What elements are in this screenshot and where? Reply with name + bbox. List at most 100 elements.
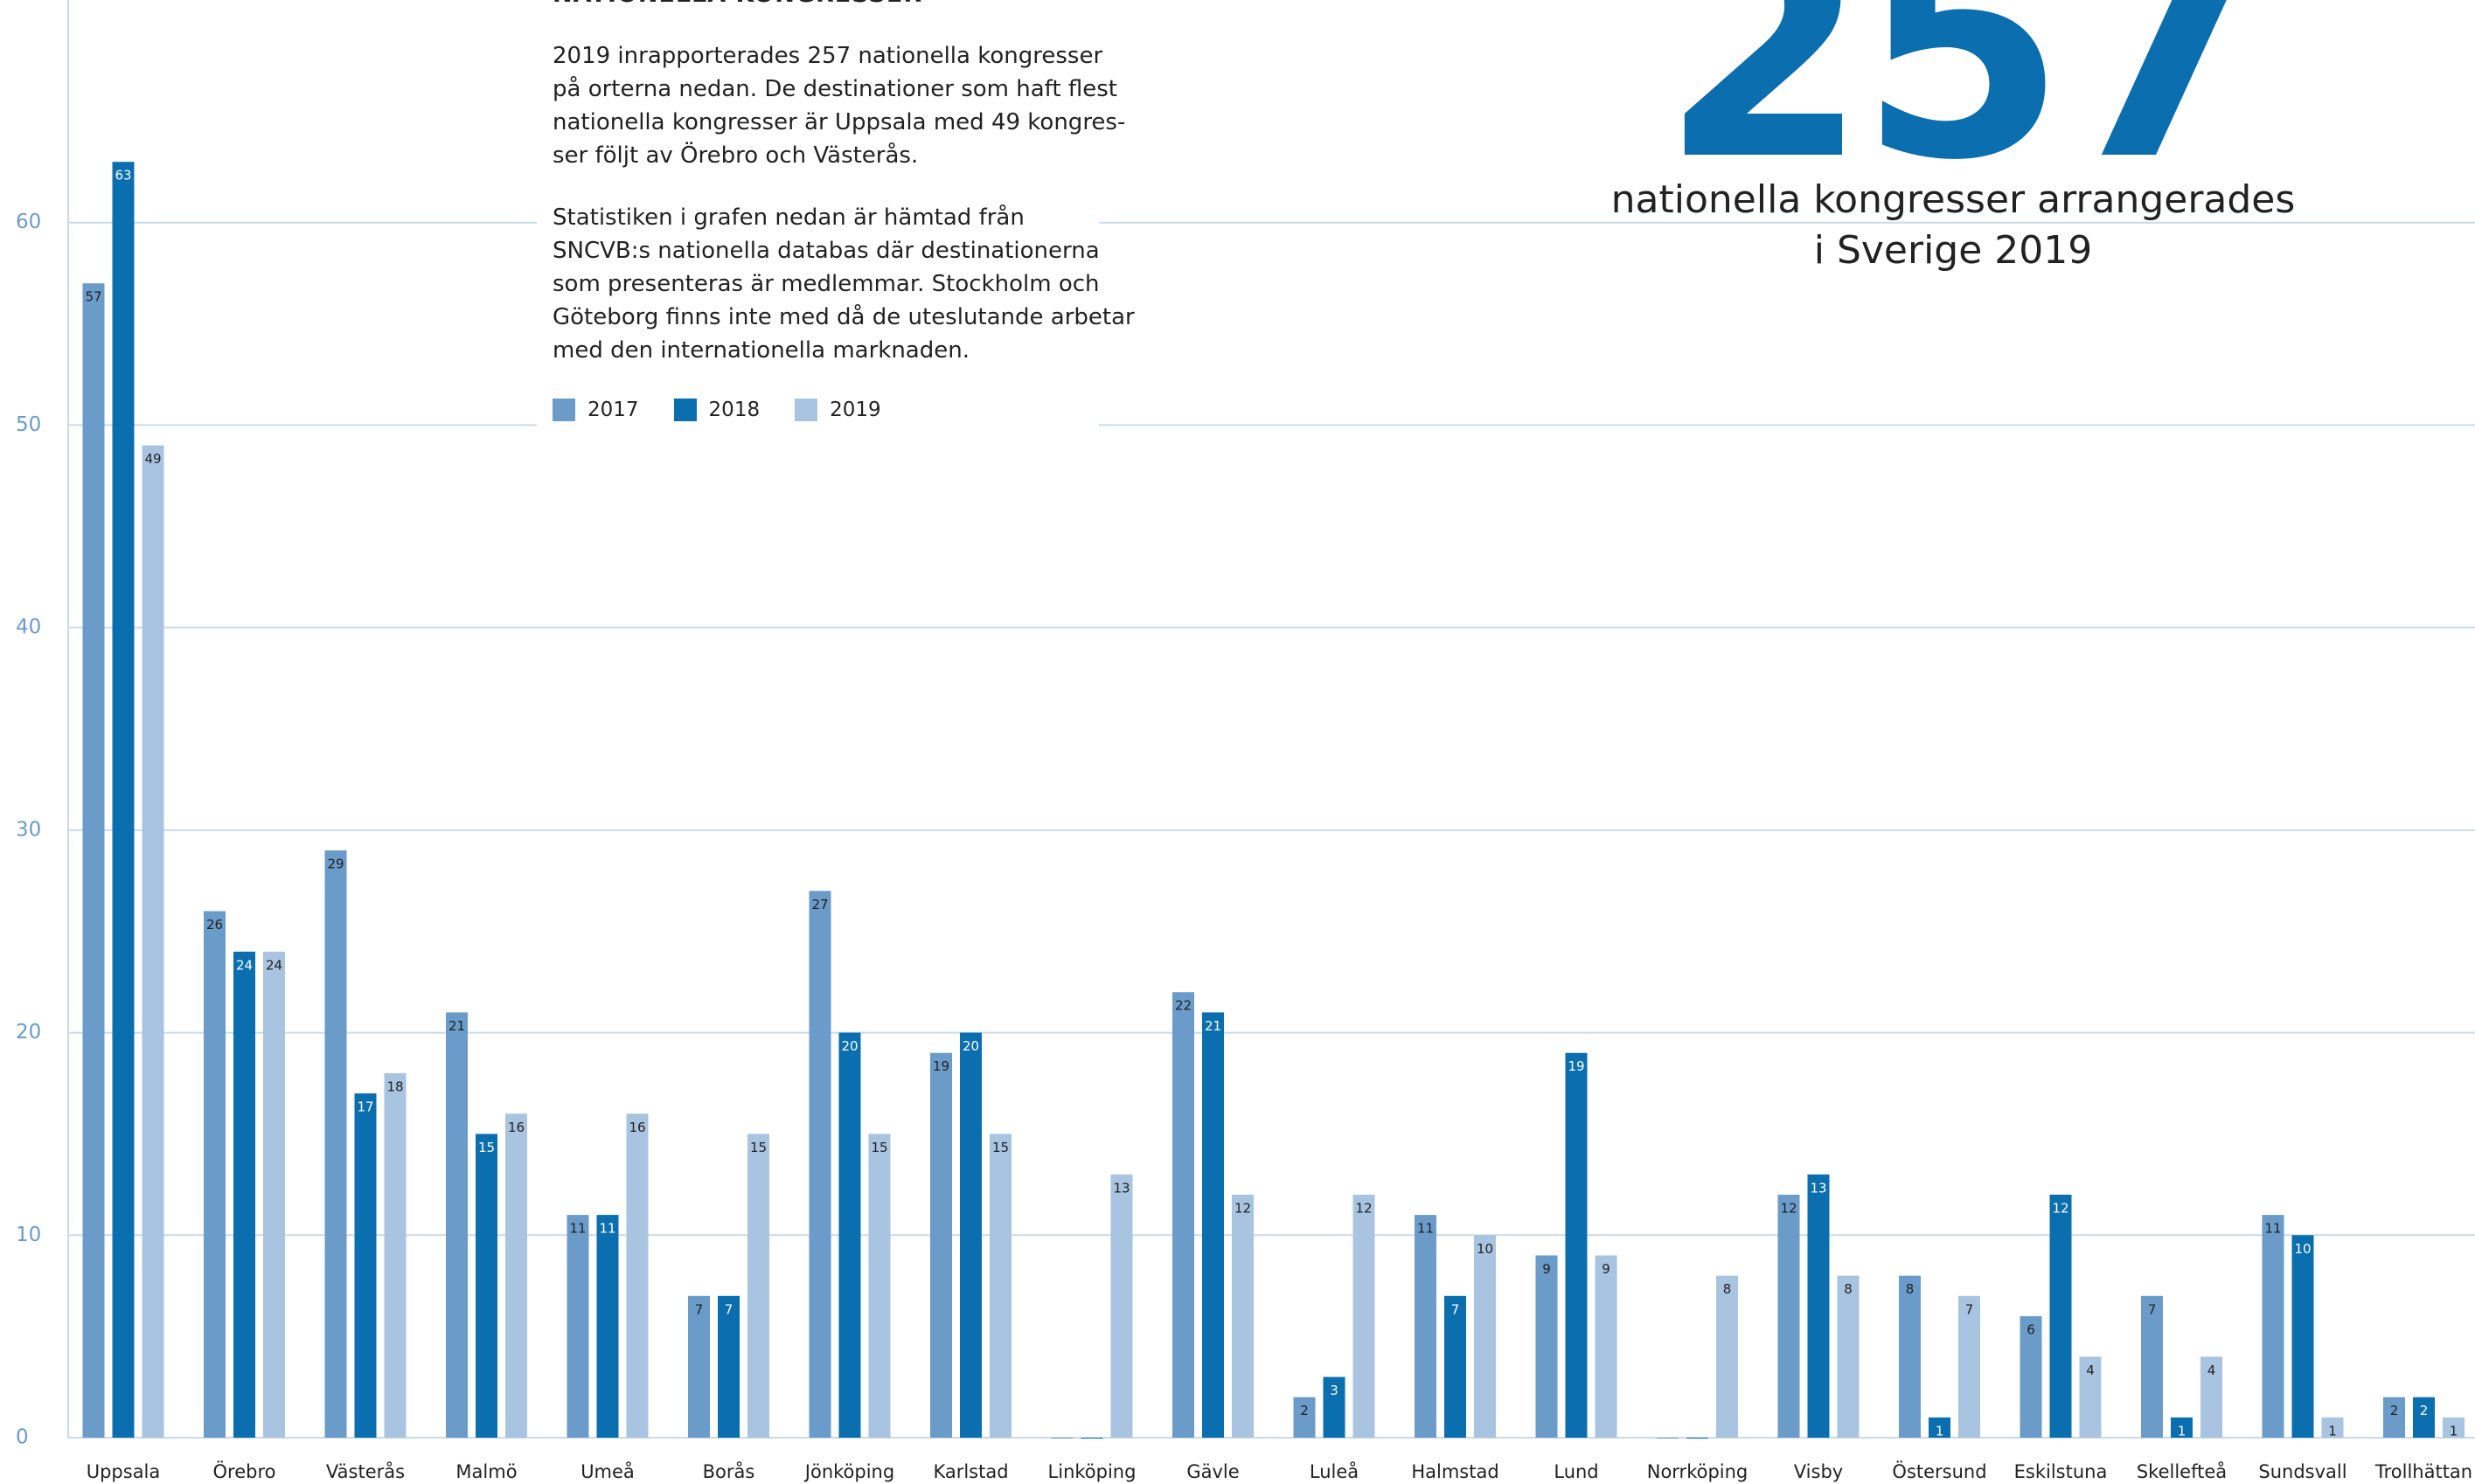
legend-label: 2018	[708, 399, 761, 421]
data-label: 2	[2390, 1403, 2399, 1418]
bar	[476, 1134, 497, 1438]
data-label: 24	[266, 957, 282, 973]
x-tick-label: Halmstad	[1411, 1461, 1498, 1482]
x-tick-label: Örebro	[213, 1460, 276, 1482]
bar	[2262, 1215, 2284, 1438]
bar	[718, 1295, 740, 1438]
paragraph-line: Statistiken i grafen nedan är hämtad frå…	[553, 205, 1025, 231]
bar	[2049, 1194, 2072, 1438]
text-box: NATIONELLA KONGRESSER 2019 inrapporterad…	[537, 0, 1135, 428]
bar	[990, 1134, 1012, 1438]
legend-label: 2019	[830, 399, 881, 421]
y-tick-label: 0	[16, 1426, 29, 1449]
bar	[1929, 1417, 1950, 1438]
bar	[1415, 1215, 1436, 1438]
x-tick-label: Lund	[1554, 1461, 1598, 1482]
y-tick-label: 50	[16, 413, 41, 436]
bar	[505, 1113, 527, 1438]
x-tick-label: Sundsvall	[2258, 1461, 2346, 1482]
paragraph: 2019 inrapporterades 257 nationella kong…	[553, 39, 1125, 172]
bar	[384, 1072, 407, 1438]
bar	[930, 1052, 952, 1438]
heading: NATIONELLA KONGRESSER	[553, 0, 922, 8]
data-label: 24	[236, 957, 253, 973]
legend-entry: 2018	[673, 399, 761, 421]
bar	[2171, 1417, 2193, 1438]
y-tick-label: 60	[16, 211, 41, 233]
caption-line: i Sverige 2019	[1813, 228, 2093, 273]
paragraph: Statistiken i grafen nedan är hämtad frå…	[553, 201, 1135, 367]
x-tick-label: Umeå	[581, 1460, 635, 1482]
bar	[1807, 1174, 1830, 1438]
data-label: 20	[841, 1038, 858, 1054]
bar	[1657, 1438, 1679, 1439]
bar	[596, 1215, 619, 1438]
x-tick-label: Borås	[703, 1460, 755, 1482]
x-tick-label: Gävle	[1186, 1461, 1239, 1482]
data-label: 7	[1451, 1301, 1460, 1317]
bar	[354, 1093, 377, 1438]
data-label: 2	[2420, 1403, 2429, 1418]
x-tick-label: Norrköping	[1647, 1461, 1748, 1482]
highlight-caption: nationella kongresser arrangerades i Sver…	[1516, 175, 2390, 276]
highlight-number: 257	[1661, 0, 2264, 225]
x-tick-label: Västerås	[326, 1460, 405, 1482]
bar	[142, 445, 164, 1439]
bar	[82, 283, 105, 1439]
data-label: 7	[695, 1301, 704, 1317]
data-label: 1	[2178, 1423, 2186, 1439]
bar	[2443, 1417, 2465, 1438]
bar	[1293, 1397, 1316, 1438]
data-label: 12	[1234, 1200, 1251, 1216]
data-label: 29	[327, 856, 344, 872]
bar	[2079, 1356, 2102, 1438]
bar	[1110, 1174, 1133, 1438]
data-label: 11	[599, 1221, 615, 1237]
data-label: 6	[2027, 1321, 2035, 1337]
x-tick-label: Eskilstuna	[2014, 1461, 2108, 1482]
y-tick-label: 10	[16, 1224, 41, 1246]
legend-swatch	[673, 399, 697, 421]
data-label: 11	[1417, 1221, 1434, 1237]
x-tick-label: Uppsala	[87, 1461, 161, 1482]
bar	[1958, 1295, 1980, 1438]
bar	[263, 951, 285, 1438]
paragraph-line: 2019 inrapporterades 257 nationella kong…	[553, 43, 1103, 69]
bar	[1899, 1275, 1921, 1438]
bar	[960, 1032, 982, 1438]
paragraph-line: med den internationella marknaden.	[553, 337, 970, 364]
x-tick-label: Skellefteå	[2137, 1460, 2227, 1482]
bar	[747, 1134, 769, 1438]
data-label: 10	[2294, 1241, 2311, 1257]
bar	[1172, 992, 1194, 1438]
data-label: 20	[963, 1038, 979, 1054]
bar	[2383, 1397, 2405, 1438]
paragraph-line: ser följt av Örebro och Västerås.	[553, 142, 919, 169]
bar	[1051, 1438, 1074, 1439]
data-label: 19	[1568, 1058, 1584, 1074]
bar	[2141, 1295, 2163, 1438]
bar	[1837, 1275, 1860, 1438]
bar	[233, 951, 255, 1438]
y-tick-label: 40	[16, 616, 41, 639]
data-label: 4	[2086, 1363, 2095, 1378]
data-label: 8	[1906, 1281, 1915, 1297]
bar	[1535, 1255, 1558, 1438]
paragraph-line: nationella kongresser är Uppsala med 49 …	[553, 109, 1126, 135]
bar	[567, 1215, 589, 1438]
bar	[112, 162, 135, 1439]
bar	[1081, 1438, 1103, 1439]
x-tick-label: Linköping	[1048, 1461, 1137, 1482]
paragraph-line: på orterna nedan. De destinationer som h…	[553, 76, 1117, 102]
data-label: 9	[1542, 1261, 1551, 1277]
data-label: 10	[1477, 1241, 1493, 1257]
data-label: 57	[85, 289, 101, 305]
legend-swatch	[795, 399, 818, 421]
x-tick-label: Trollhättan	[2374, 1461, 2472, 1482]
bar	[1323, 1377, 1345, 1438]
data-label: 4	[2207, 1363, 2216, 1378]
data-label: 18	[386, 1078, 403, 1094]
data-label: 26	[206, 917, 223, 933]
